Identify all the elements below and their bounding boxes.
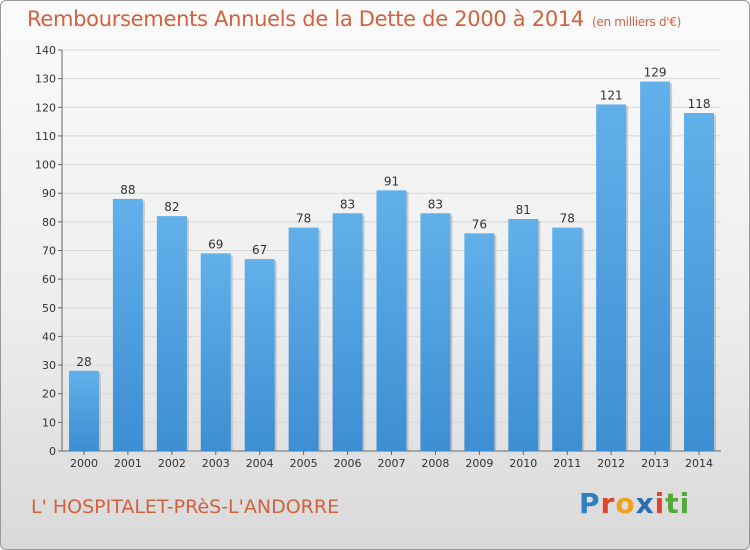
- bar-value-label: 83: [428, 197, 443, 211]
- y-tick-label: 40: [42, 330, 56, 343]
- bar: [68, 370, 99, 451]
- x-tick-label: 2005: [290, 457, 318, 470]
- y-tick-label: 70: [42, 245, 56, 258]
- x-tick-label: 2012: [597, 457, 625, 470]
- bar-value-label: 121: [600, 88, 623, 102]
- y-tick-label: 120: [35, 101, 56, 114]
- x-tick-label: 2009: [465, 457, 493, 470]
- y-tick-label: 30: [42, 359, 56, 372]
- bar: [464, 233, 495, 451]
- x-tick-label: 2006: [334, 457, 362, 470]
- bar-value-label: 78: [296, 212, 311, 226]
- y-tick-label: 0: [49, 445, 56, 458]
- x-tick-label: 2010: [509, 457, 537, 470]
- chart-title: Remboursements Annuels de la Dette de 20…: [27, 7, 681, 31]
- bar: [420, 213, 451, 451]
- y-tick-label: 90: [42, 187, 56, 200]
- logo-letter: r: [600, 487, 616, 520]
- bar: [684, 113, 715, 451]
- y-tick-label: 140: [35, 44, 56, 57]
- chart-unit: (en milliers d'€): [592, 15, 682, 29]
- bar-value-label: 76: [472, 217, 487, 231]
- y-tick-label: 60: [42, 273, 56, 286]
- logo-letter: x: [635, 487, 655, 520]
- bar: [332, 213, 363, 451]
- y-tick-label: 50: [42, 302, 56, 315]
- bar: [112, 198, 143, 451]
- value-labels: 28 88 82 69 67 78 83 91 83 76 81 78 121 129 118: [76, 66, 710, 369]
- x-tick-label: 2000: [70, 457, 98, 470]
- bar-value-label: 69: [208, 237, 223, 251]
- bar: [288, 227, 319, 451]
- logo-letter: P: [579, 487, 601, 520]
- bar-value-label: 78: [560, 212, 575, 226]
- bars: [68, 81, 717, 452]
- bar-value-label: 91: [384, 174, 399, 188]
- y-tick-label: 80: [42, 216, 56, 229]
- bar-value-label: 129: [644, 66, 667, 80]
- x-tick-label: 2011: [553, 457, 581, 470]
- x-tick-label: 2007: [378, 457, 406, 470]
- bar: [596, 104, 627, 452]
- y-tick-label: 130: [35, 73, 56, 86]
- bar-value-label: 28: [76, 355, 91, 369]
- x-tick-label: 2003: [202, 457, 230, 470]
- logo-letter: ti: [665, 487, 691, 520]
- y-tick-label: 20: [42, 388, 56, 401]
- bar: [640, 81, 671, 451]
- bar: [200, 253, 231, 451]
- x-tick-label: 2008: [421, 457, 449, 470]
- x-tick-label: 2013: [641, 457, 669, 470]
- bar-value-label: 82: [164, 200, 179, 214]
- x-tick-label: 2001: [114, 457, 142, 470]
- bar-value-label: 67: [252, 243, 267, 257]
- location-name: L' HOSPITALET-PRèS-L'ANDORRE: [31, 496, 340, 518]
- logo-letter: o: [615, 487, 636, 520]
- proxiti-logo[interactable]: Proxiti: [579, 487, 690, 520]
- logo-letter: i: [654, 487, 666, 520]
- y-tick-label: 10: [42, 416, 56, 429]
- bar: [376, 190, 407, 451]
- bar-value-label: 88: [120, 183, 135, 197]
- bar: [156, 216, 187, 451]
- bar: [552, 227, 583, 451]
- y-tick-label: 100: [35, 159, 56, 172]
- x-tick-label: 2002: [158, 457, 186, 470]
- x-tick-label: 2014: [685, 457, 713, 470]
- bar: [508, 218, 539, 451]
- chart-title-text: Remboursements Annuels de la Dette de 20…: [27, 7, 584, 31]
- bar-value-label: 81: [516, 203, 531, 217]
- bar-value-label: 83: [340, 197, 355, 211]
- bar: [244, 259, 275, 451]
- bar-value-label: 118: [688, 97, 711, 111]
- y-tick-label: 110: [35, 130, 56, 143]
- x-tick-label: 2004: [246, 457, 274, 470]
